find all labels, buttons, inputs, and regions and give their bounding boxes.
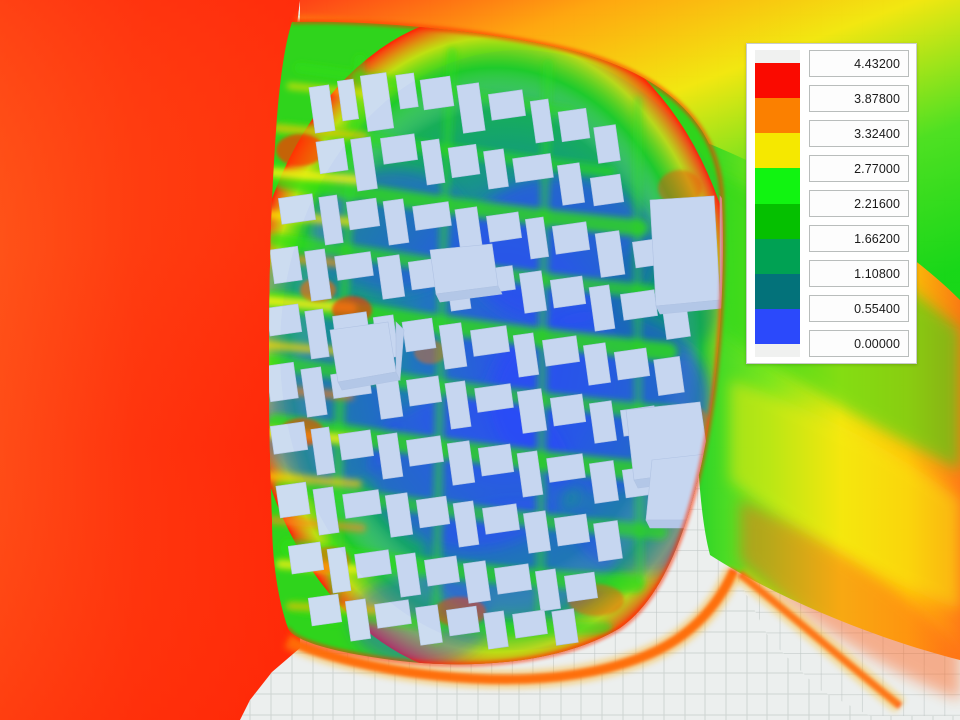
- legend-label-6[interactable]: 1.10800: [809, 260, 909, 287]
- freestream-region: [0, 0, 300, 720]
- floor-cutout: [240, 572, 960, 720]
- legend-swatch-6: [755, 273, 800, 309]
- legend-swatch-5: [755, 238, 800, 274]
- legend-swatch-2: [755, 133, 800, 169]
- legend-swatch-4: [755, 203, 800, 239]
- legend-swatch-1: [755, 98, 800, 134]
- building-footprints: [269, 72, 723, 650]
- legend-swatch-0: [755, 63, 800, 99]
- urban-domain: [269, 21, 723, 665]
- color-legend-bar: [755, 50, 800, 357]
- legend-label-3[interactable]: 2.77000: [809, 155, 909, 182]
- legend-label-8[interactable]: 0.00000: [809, 330, 909, 357]
- color-legend-panel[interactable]: 4.43200 3.87800 3.32400 2.77000 2.21600 …: [746, 43, 917, 364]
- legend-label-7[interactable]: 0.55400: [809, 295, 909, 322]
- domain-outline: [285, 19, 726, 667]
- legend-label-1[interactable]: 3.87800: [809, 85, 909, 112]
- legend-label-4[interactable]: 2.21600: [809, 190, 909, 217]
- legend-label-0[interactable]: 4.43200: [809, 50, 909, 77]
- legend-swatch-7: [755, 308, 800, 344]
- legend-label-5[interactable]: 1.66200: [809, 225, 909, 252]
- legend-label-2[interactable]: 3.32400: [809, 120, 909, 147]
- domain-bottom-rim: [284, 566, 905, 713]
- color-legend-labels: 4.43200 3.87800 3.32400 2.77000 2.21600 …: [800, 50, 909, 357]
- legend-swatch-3: [755, 168, 800, 204]
